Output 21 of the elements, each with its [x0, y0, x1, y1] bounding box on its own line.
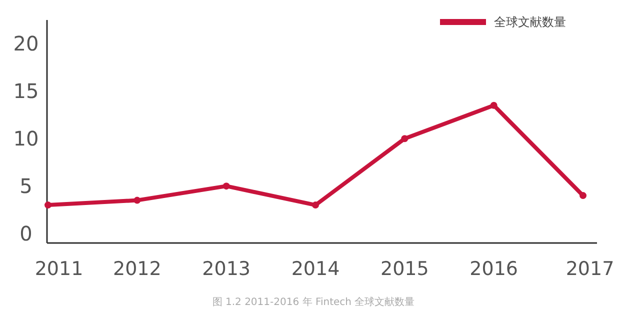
- x-tick-label: 2017: [566, 258, 614, 280]
- x-tick-label: 2011: [34, 258, 84, 280]
- legend-label: 全球文献数量: [494, 15, 566, 30]
- x-tick-label: 2015: [380, 258, 429, 280]
- y-tick-label: 5: [20, 174, 32, 198]
- x-tick-label: 2012: [112, 258, 162, 280]
- point: [312, 202, 319, 209]
- y-tick-label: 0: [20, 222, 32, 246]
- point: [490, 102, 498, 109]
- caption: 图 1.2 2011-2016 年 Fintech 全球文献数量: [212, 296, 415, 308]
- x-tick-label: 2016: [470, 258, 518, 280]
- y-tick-label: 15: [13, 79, 39, 104]
- y-tick-label: 10: [13, 126, 39, 151]
- x-tick-label: 2014: [291, 258, 340, 280]
- point: [580, 192, 586, 200]
- x-tick-label: 2013: [202, 258, 251, 280]
- point: [134, 196, 141, 204]
- point: [401, 135, 408, 142]
- point: [44, 202, 52, 209]
- point: [222, 182, 230, 190]
- y-tick-label: 20: [13, 32, 39, 56]
